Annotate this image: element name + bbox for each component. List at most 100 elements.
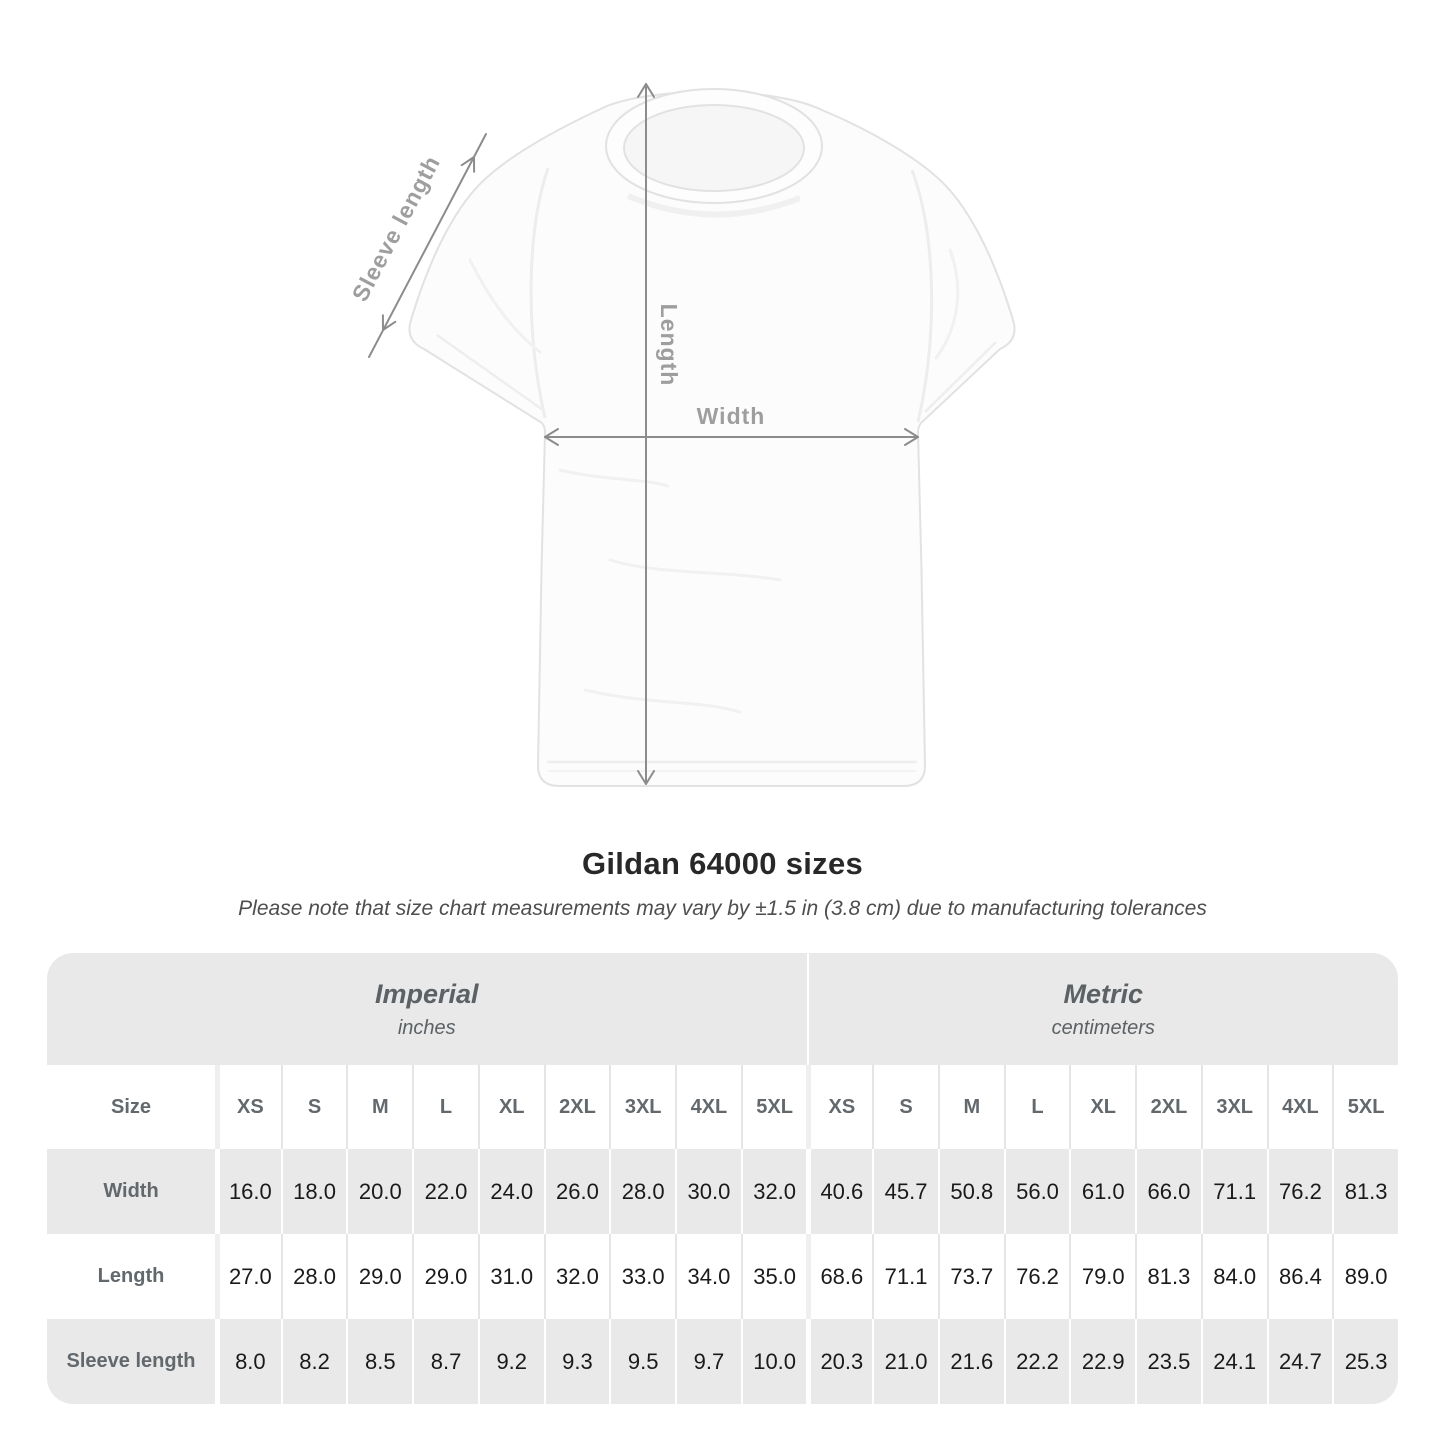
size-col-header: XL xyxy=(1069,1065,1135,1149)
section-header-band: Imperial inches Metric centimeters xyxy=(47,953,1398,1065)
size-col-header: L xyxy=(412,1065,478,1149)
size-col-header: XS xyxy=(806,1065,872,1149)
imperial-section-title: Imperial xyxy=(374,978,479,1009)
row-label: Sleeve length xyxy=(66,1350,196,1372)
size-value-cell: 10.0 xyxy=(740,1319,807,1404)
size-value-cell: 21.0 xyxy=(872,1319,938,1404)
size-col-header: 4XL xyxy=(1266,1065,1333,1149)
size-value-cell: 22.0 xyxy=(412,1149,478,1234)
size-value-cell: 79.0 xyxy=(1069,1234,1135,1319)
size-col-header: 4XL xyxy=(675,1065,741,1149)
size-value-cell: 8.5 xyxy=(346,1319,412,1404)
length-arrow xyxy=(637,83,655,785)
size-value-cell: 18.0 xyxy=(280,1149,347,1234)
size-value-cell: 61.0 xyxy=(1069,1149,1135,1234)
size-col-header: XL xyxy=(477,1065,544,1149)
size-value-cell: 24.0 xyxy=(477,1149,544,1234)
size-col-header: 5XL xyxy=(740,1065,807,1149)
size-value-cell: 66.0 xyxy=(1135,1149,1201,1234)
size-column-header: Size xyxy=(110,1095,152,1118)
size-value-cell: 8.0 xyxy=(215,1319,281,1404)
imperial-section-unit: inches xyxy=(397,1016,456,1039)
size-value-cell: 27.0 xyxy=(215,1234,281,1319)
size-value-cell: 16.0 xyxy=(215,1149,281,1234)
size-value-cell: 24.7 xyxy=(1266,1319,1333,1404)
size-value-cell: 9.5 xyxy=(609,1319,675,1404)
size-value-cell: 84.0 xyxy=(1200,1234,1267,1319)
tshirt-diagram-svg: Sleeve length Length Width xyxy=(347,83,1016,787)
size-col-header: 5XL xyxy=(1332,1065,1398,1149)
size-value-cell: 33.0 xyxy=(609,1234,675,1319)
size-value-cell: 22.2 xyxy=(1003,1319,1070,1404)
size-col-header: 3XL xyxy=(609,1065,675,1149)
size-value-cell: 26.0 xyxy=(543,1149,610,1234)
size-value-cell: 28.0 xyxy=(609,1149,675,1234)
width-label: Width xyxy=(697,403,766,429)
size-value-cell: 30.0 xyxy=(675,1149,741,1234)
size-col-header: M xyxy=(937,1065,1004,1149)
size-value-cell: 89.0 xyxy=(1332,1234,1398,1319)
width-arrow xyxy=(544,428,919,446)
table-row-sleeve-length: Sleeve length 8.0 8.2 8.5 8.7 9.2 9.3 9.… xyxy=(47,1319,1398,1404)
metric-section-title: Metric xyxy=(1063,978,1144,1009)
size-value-cell: 68.6 xyxy=(806,1234,872,1319)
size-col-header: M xyxy=(346,1065,412,1149)
size-value-cell: 8.7 xyxy=(412,1319,478,1404)
size-value-cell: 25.3 xyxy=(1332,1319,1398,1404)
size-value-cell: 20.0 xyxy=(346,1149,412,1234)
size-value-cell: 32.0 xyxy=(740,1149,807,1234)
size-value-cell: 71.1 xyxy=(872,1234,938,1319)
table-row-length: Length 27.0 28.0 29.0 29.0 31.0 32.0 33.… xyxy=(47,1234,1398,1319)
tshirt-measurement-diagram: Sleeve length Length Width xyxy=(340,60,1030,810)
size-chart-table: Imperial inches Metric centimeters Size … xyxy=(47,953,1398,1404)
size-value-cell: 73.7 xyxy=(937,1234,1004,1319)
size-col-header: 2XL xyxy=(543,1065,610,1149)
size-value-cell: 8.2 xyxy=(280,1319,347,1404)
size-value-cell: 29.0 xyxy=(346,1234,412,1319)
size-value-cell: 71.1 xyxy=(1200,1149,1267,1234)
collar-graphic xyxy=(604,88,824,218)
size-value-cell: 35.0 xyxy=(740,1234,807,1319)
size-value-cell: 45.7 xyxy=(872,1149,938,1234)
size-value-cell: 31.0 xyxy=(477,1234,544,1319)
tshirt-graphic xyxy=(408,88,1016,787)
length-label: Length xyxy=(656,304,682,387)
size-value-cell: 40.6 xyxy=(806,1149,872,1234)
collar-shadow xyxy=(626,193,802,218)
size-col-header: L xyxy=(1003,1065,1070,1149)
size-value-cell: 50.8 xyxy=(937,1149,1004,1234)
size-value-cell: 34.0 xyxy=(675,1234,741,1319)
sleeve-hem-stitch xyxy=(924,341,997,413)
table-row-width: Width 16.0 18.0 20.0 22.0 24.0 26.0 28.0… xyxy=(47,1149,1398,1234)
armhole-seam xyxy=(529,167,550,419)
row-label: Width xyxy=(103,1180,159,1202)
fabric-wrinkles xyxy=(468,248,960,714)
size-col-header: S xyxy=(872,1065,938,1149)
imperial-section-header: Imperial inches xyxy=(47,953,807,1065)
size-value-cell: 29.0 xyxy=(412,1234,478,1319)
metric-section-header: Metric centimeters xyxy=(806,953,1399,1065)
size-value-cell: 9.7 xyxy=(675,1319,741,1404)
page-title: Gildan 64000 sizes xyxy=(581,846,864,881)
size-value-cell: 81.3 xyxy=(1135,1234,1201,1319)
row-label: Length xyxy=(97,1265,165,1287)
size-value-cell: 81.3 xyxy=(1332,1149,1398,1234)
size-value-cell: 9.3 xyxy=(543,1319,610,1404)
size-header-row: Size XS S M L XL 2XL 3XL 4XL 5XL XS S M … xyxy=(47,1065,1398,1149)
size-value-cell: 56.0 xyxy=(1003,1149,1070,1234)
size-value-cell: 86.4 xyxy=(1266,1234,1333,1319)
size-value-cell: 76.2 xyxy=(1003,1234,1070,1319)
armhole-seam xyxy=(910,169,934,423)
size-value-cell: 21.6 xyxy=(937,1319,1004,1404)
sleeve-length-arrow xyxy=(368,133,487,358)
size-value-cell: 28.0 xyxy=(280,1234,347,1319)
size-value-cell: 20.3 xyxy=(806,1319,872,1404)
tolerance-note: Please note that size chart measurements… xyxy=(238,897,1207,920)
size-col-header: XS xyxy=(215,1065,281,1149)
sleeve-hem-stitch xyxy=(436,333,544,412)
size-value-cell: 23.5 xyxy=(1135,1319,1201,1404)
size-col-header: S xyxy=(280,1065,347,1149)
size-value-cell: 22.9 xyxy=(1069,1319,1135,1404)
size-value-cell: 76.2 xyxy=(1266,1149,1333,1234)
size-value-cell: 24.1 xyxy=(1200,1319,1267,1404)
